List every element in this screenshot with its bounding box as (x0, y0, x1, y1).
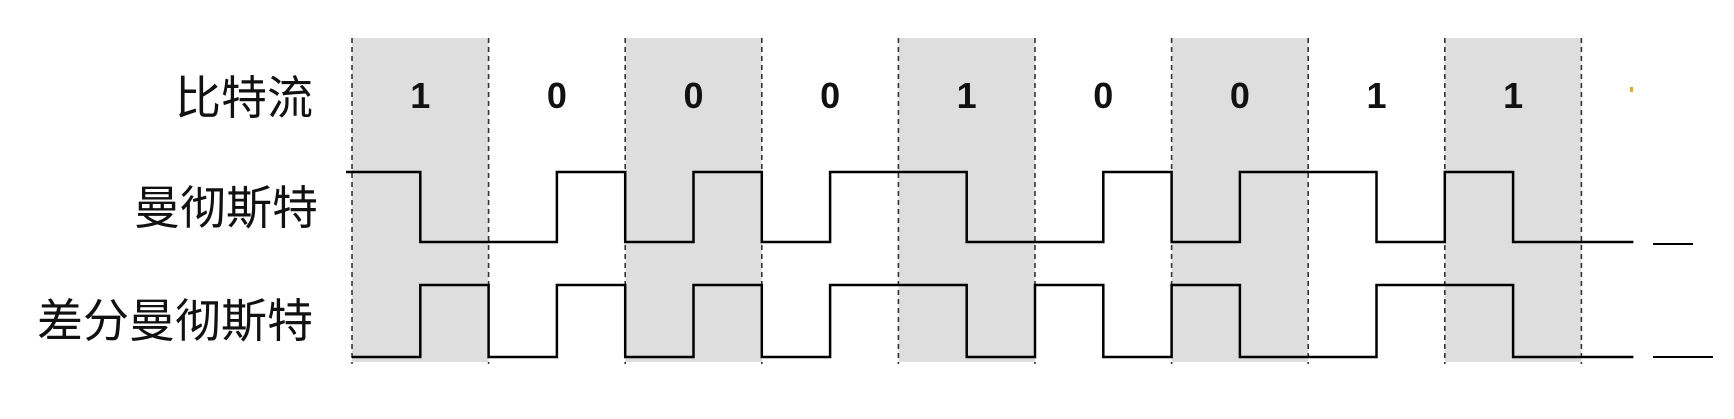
bit-values: 1 0 0 0 1 0 0 1 1 (410, 75, 1523, 116)
bit-value: 1 (957, 75, 977, 116)
bit-value: 1 (1503, 75, 1523, 116)
bit-value: 0 (547, 75, 567, 116)
bit-value: 0 (820, 75, 840, 116)
manchester-waveform (346, 170, 1634, 244)
bit-value: 0 (683, 75, 703, 116)
end-marker (1630, 87, 1633, 92)
label-bitstream: 比特流 (175, 71, 313, 125)
label-manchester: 曼彻斯特 (134, 181, 318, 235)
bit-value: 0 (1093, 75, 1113, 116)
differential-manchester-waveform (352, 283, 1634, 359)
bit-value: 0 (1230, 75, 1250, 116)
bit-value: 1 (1366, 75, 1386, 116)
bit-value: 1 (410, 75, 430, 116)
label-diff-manchester: 差分曼彻斯特 (37, 294, 313, 348)
